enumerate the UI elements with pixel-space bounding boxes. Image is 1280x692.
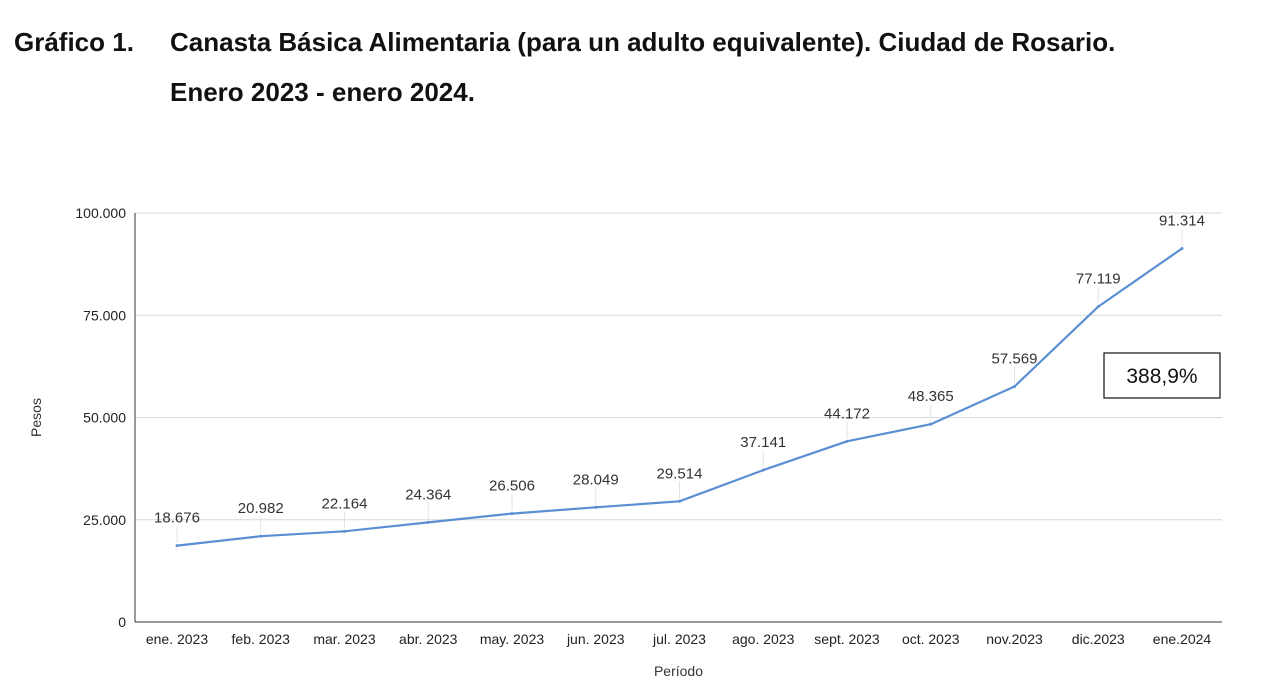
growth-callout-box	[1103, 352, 1221, 399]
data-label: 91.314	[1159, 213, 1205, 230]
y-tick-label: 100.000	[75, 205, 126, 221]
y-tick-label: 25.000	[83, 512, 126, 528]
data-point	[1180, 247, 1184, 251]
data-label: 37.141	[740, 434, 786, 451]
x-tick-label: jul. 2023	[652, 631, 706, 647]
x-tick-label: ene. 2023	[146, 631, 208, 647]
data-point	[678, 499, 681, 503]
data-label: 77.119	[1076, 271, 1121, 288]
data-label: 24.364	[405, 486, 451, 503]
axes	[134, 213, 1222, 623]
x-tick-label: jun. 2023	[566, 631, 625, 647]
data-label: 20.982	[238, 500, 284, 517]
data-point	[510, 512, 514, 516]
x-tick-label: ene.2024	[1153, 631, 1212, 647]
data-point	[929, 422, 933, 426]
data-label: 28.049	[573, 471, 619, 488]
data-label: 26.506	[489, 478, 535, 495]
data-label: 22.164	[322, 495, 368, 512]
x-tick-label: nov.2023	[986, 631, 1043, 647]
data-label: 18.676	[154, 510, 200, 527]
data-point	[175, 544, 179, 548]
x-tick-label: dic.2023	[1072, 631, 1125, 647]
growth-callout: 388,9%	[1103, 352, 1221, 399]
y-tick-label: 75.000	[83, 307, 126, 323]
figure-label: Gráfico 1.	[14, 27, 134, 57]
data-point	[594, 505, 598, 509]
data-label: 57.569	[992, 351, 1038, 368]
y-axis-title: Pesos	[28, 398, 44, 437]
x-tick-label: oct. 2023	[902, 631, 960, 647]
y-tick-labels: 0 25.000 50.000 75.000 100.000	[75, 205, 126, 630]
x-tick-label: mar. 2023	[313, 631, 375, 647]
x-tick-labels: ene. 2023 feb. 2023 mar. 2023 abr. 2023 may.…	[146, 631, 1212, 647]
data-point	[761, 468, 765, 472]
data-point	[343, 529, 346, 533]
data-point	[259, 534, 263, 538]
data-point	[1096, 305, 1100, 309]
data-point	[426, 520, 430, 524]
data-point	[1013, 385, 1016, 389]
y-tick-label: 50.000	[83, 410, 126, 426]
x-tick-label: abr. 2023	[399, 631, 458, 647]
y-tick-label: 0	[118, 614, 126, 630]
data-label: 48.365	[908, 388, 954, 405]
x-tick-label: sept. 2023	[814, 631, 880, 647]
data-point	[845, 439, 849, 443]
data-labels: 18.676 20.982 22.164 24.364 26.506 28.049 29.5…	[154, 213, 1205, 543]
growth-callout-text: 388,9%	[1126, 365, 1197, 388]
x-axis-title: Período	[654, 663, 703, 679]
chart-title-line-1: Canasta Básica Alimentaria (para un adul…	[170, 27, 1116, 57]
data-label: 44.172	[824, 405, 870, 422]
series-pesos	[175, 247, 1184, 548]
gridlines	[135, 212, 1222, 521]
x-tick-label: may. 2023	[480, 631, 545, 647]
x-tick-label: feb. 2023	[232, 631, 291, 647]
data-label: 29.514	[657, 465, 703, 482]
chart-title-line-2: Enero 2023 - enero 2024.	[170, 77, 475, 107]
x-tick-label: ago. 2023	[732, 631, 794, 647]
